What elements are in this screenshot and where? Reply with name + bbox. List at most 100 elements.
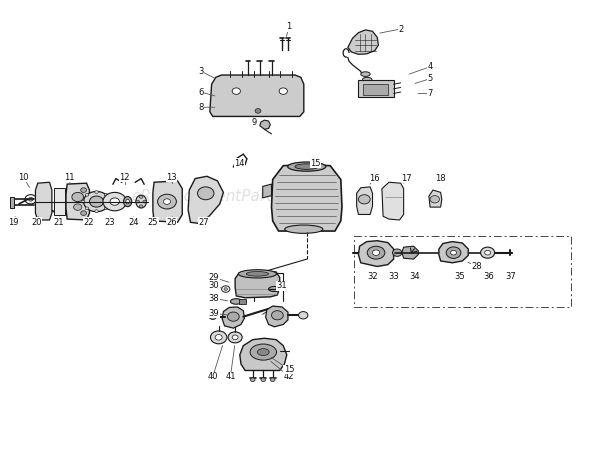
- Circle shape: [104, 194, 108, 196]
- Polygon shape: [439, 242, 468, 263]
- Ellipse shape: [257, 349, 269, 356]
- Text: 21: 21: [54, 218, 64, 227]
- Circle shape: [392, 249, 402, 257]
- Circle shape: [25, 194, 37, 204]
- Polygon shape: [429, 190, 442, 207]
- Circle shape: [270, 378, 275, 382]
- Polygon shape: [240, 338, 287, 370]
- Circle shape: [85, 207, 88, 210]
- Text: 7: 7: [427, 89, 432, 98]
- Ellipse shape: [285, 225, 323, 233]
- Text: 2: 2: [398, 25, 404, 33]
- Polygon shape: [235, 270, 280, 298]
- Circle shape: [85, 194, 88, 196]
- Text: 37: 37: [506, 272, 516, 281]
- Circle shape: [95, 191, 99, 194]
- Polygon shape: [210, 75, 304, 116]
- Text: 35: 35: [454, 272, 465, 281]
- Ellipse shape: [360, 72, 370, 76]
- Circle shape: [28, 197, 33, 201]
- Circle shape: [261, 378, 266, 382]
- Ellipse shape: [250, 344, 277, 360]
- Ellipse shape: [288, 162, 326, 171]
- Text: 39: 39: [209, 309, 219, 318]
- Circle shape: [228, 332, 242, 343]
- Text: 36: 36: [483, 272, 494, 281]
- Text: 40: 40: [208, 372, 218, 381]
- Text: 15: 15: [310, 159, 321, 168]
- Text: 38: 38: [209, 294, 219, 303]
- Text: 32: 32: [367, 272, 378, 281]
- Text: 17: 17: [401, 174, 412, 183]
- Polygon shape: [271, 165, 342, 231]
- Text: 26: 26: [166, 218, 177, 227]
- Circle shape: [228, 312, 239, 321]
- Ellipse shape: [446, 247, 461, 258]
- Circle shape: [430, 195, 440, 203]
- Bar: [9, 196, 14, 208]
- Text: 13: 13: [166, 173, 177, 181]
- Ellipse shape: [372, 250, 379, 256]
- Polygon shape: [348, 30, 378, 54]
- Polygon shape: [263, 184, 271, 198]
- Polygon shape: [260, 120, 270, 129]
- Circle shape: [279, 88, 287, 94]
- Circle shape: [72, 193, 84, 201]
- Polygon shape: [222, 307, 244, 328]
- Polygon shape: [54, 188, 65, 215]
- Text: eReplacementParts.com: eReplacementParts.com: [131, 189, 318, 205]
- Circle shape: [139, 195, 143, 198]
- Circle shape: [211, 331, 227, 344]
- Ellipse shape: [238, 270, 277, 278]
- Text: 30: 30: [209, 282, 219, 290]
- Circle shape: [271, 311, 283, 320]
- Ellipse shape: [362, 77, 372, 82]
- Circle shape: [90, 196, 104, 207]
- Text: 5: 5: [427, 74, 432, 83]
- Text: 42: 42: [284, 372, 294, 381]
- Circle shape: [209, 314, 217, 319]
- Circle shape: [108, 200, 112, 203]
- Text: 4: 4: [427, 62, 432, 71]
- Circle shape: [143, 200, 146, 203]
- Circle shape: [250, 378, 255, 382]
- Polygon shape: [66, 183, 90, 220]
- Circle shape: [222, 286, 230, 292]
- Ellipse shape: [123, 196, 132, 206]
- Circle shape: [484, 250, 490, 255]
- Polygon shape: [266, 306, 288, 327]
- Polygon shape: [402, 246, 418, 259]
- Circle shape: [358, 194, 370, 204]
- Text: 15: 15: [284, 365, 294, 374]
- Ellipse shape: [136, 195, 146, 208]
- Text: 14: 14: [234, 159, 244, 168]
- Ellipse shape: [246, 271, 268, 276]
- Text: 9: 9: [251, 119, 257, 127]
- Text: 12: 12: [119, 173, 130, 181]
- Text: 25: 25: [148, 218, 158, 227]
- Circle shape: [158, 194, 176, 209]
- Text: 34: 34: [409, 272, 419, 281]
- Circle shape: [224, 288, 228, 290]
- Circle shape: [215, 335, 222, 340]
- Bar: [239, 299, 246, 304]
- Text: 31: 31: [277, 282, 287, 290]
- Polygon shape: [358, 241, 394, 267]
- Circle shape: [81, 200, 85, 203]
- Text: 29: 29: [209, 273, 219, 282]
- Circle shape: [136, 200, 139, 203]
- Polygon shape: [153, 181, 182, 222]
- Ellipse shape: [231, 299, 242, 304]
- Polygon shape: [35, 182, 52, 220]
- Ellipse shape: [451, 250, 457, 255]
- Text: 19: 19: [8, 218, 18, 227]
- Text: 18: 18: [435, 174, 446, 183]
- Bar: [362, 84, 388, 95]
- Ellipse shape: [295, 164, 319, 169]
- Circle shape: [255, 109, 261, 113]
- Circle shape: [81, 188, 87, 193]
- Text: 6: 6: [198, 88, 204, 97]
- Text: 33: 33: [388, 272, 399, 281]
- Text: 16: 16: [369, 174, 379, 183]
- Text: 27: 27: [199, 218, 209, 227]
